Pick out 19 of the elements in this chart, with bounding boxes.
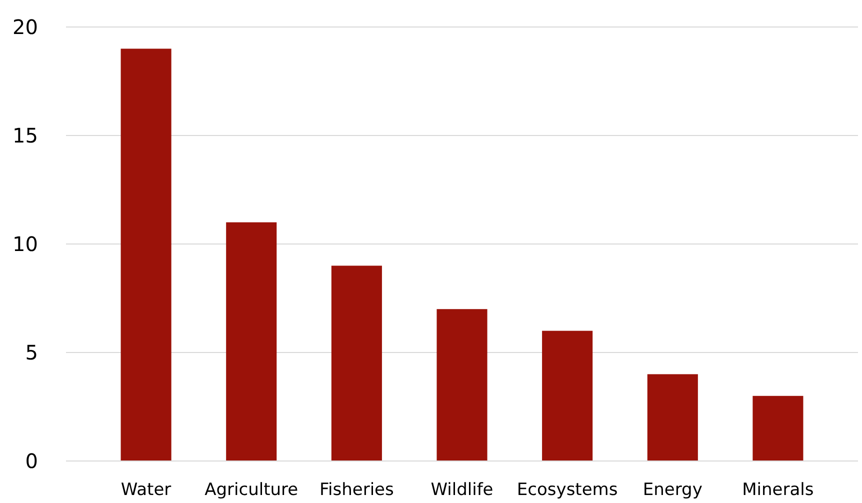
y-tick-label: 20 bbox=[12, 15, 38, 39]
bar bbox=[436, 309, 488, 461]
x-tick-label: Wildlife bbox=[430, 480, 494, 500]
bar bbox=[226, 222, 277, 461]
x-tick-label: Minerals bbox=[742, 480, 814, 500]
y-tick-label: 10 bbox=[12, 232, 38, 256]
x-tick-label: Water bbox=[120, 480, 172, 500]
bar bbox=[120, 48, 172, 461]
x-tick-label: Ecosystems bbox=[516, 480, 618, 500]
bar bbox=[647, 374, 698, 461]
y-tick-label: 5 bbox=[25, 340, 38, 364]
y-tick-label: 15 bbox=[12, 124, 38, 148]
bar bbox=[331, 266, 382, 461]
x-tick-label: Energy bbox=[642, 480, 702, 500]
x-tick-label: Fisheries bbox=[319, 480, 394, 500]
x-tick-label: Agriculture bbox=[204, 480, 298, 500]
bar bbox=[752, 396, 804, 461]
y-tick-label: 0 bbox=[25, 449, 38, 473]
bar bbox=[542, 330, 593, 461]
